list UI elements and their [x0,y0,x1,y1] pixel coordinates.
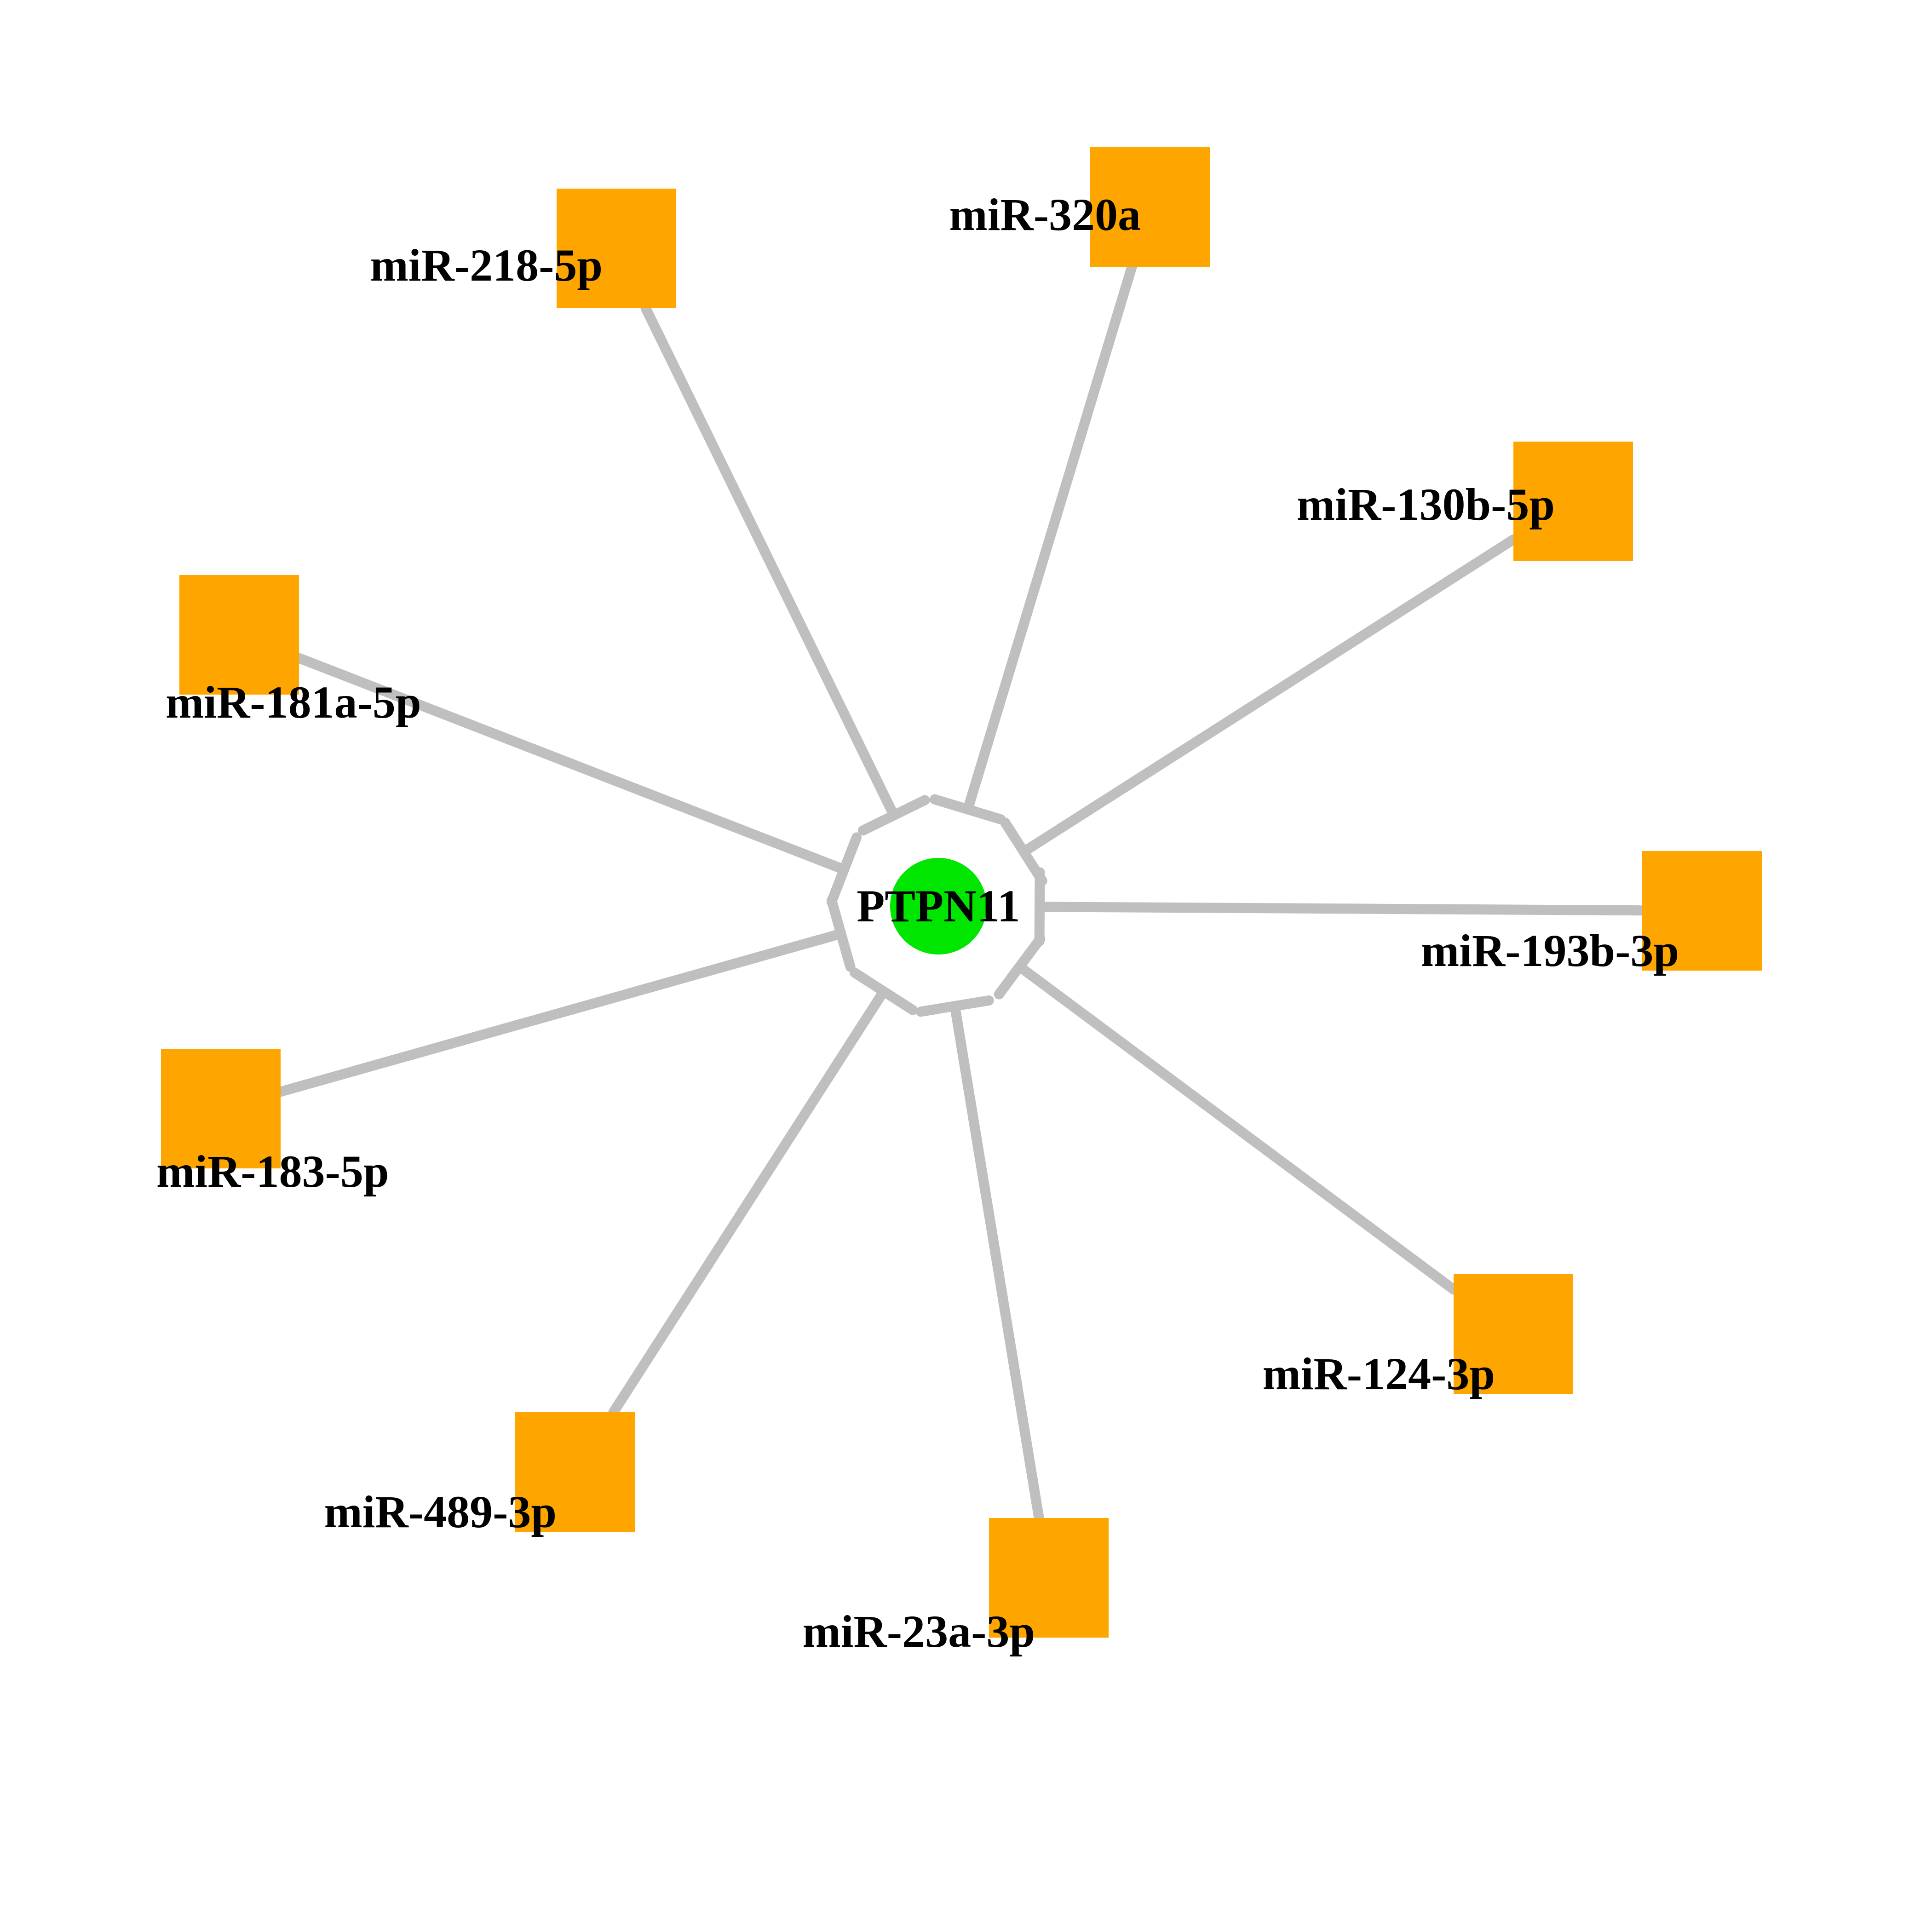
outer-node-label: miR-320a [949,189,1141,240]
outer-node-label: miR-181a-5p [166,677,421,728]
outer-node-label: miR-218-5p [370,240,603,291]
edge-line [1040,907,1642,910]
center-node-label: PTPN11 [857,880,1020,932]
outer-node-label: miR-183-5p [156,1146,389,1197]
outer-node-label: miR-193b-3p [1421,925,1679,976]
network-diagram: miR-320a miR-130b-5p miR-193b-3p miR-124-3p… [0,0,1932,1932]
outer-node-label: miR-489-3p [324,1486,557,1537]
outer-node-label: miR-124-3p [1262,1348,1495,1399]
outer-node-label: miR-130b-5p [1297,479,1555,530]
outer-node-label: miR-23a-3p [802,1606,1035,1657]
